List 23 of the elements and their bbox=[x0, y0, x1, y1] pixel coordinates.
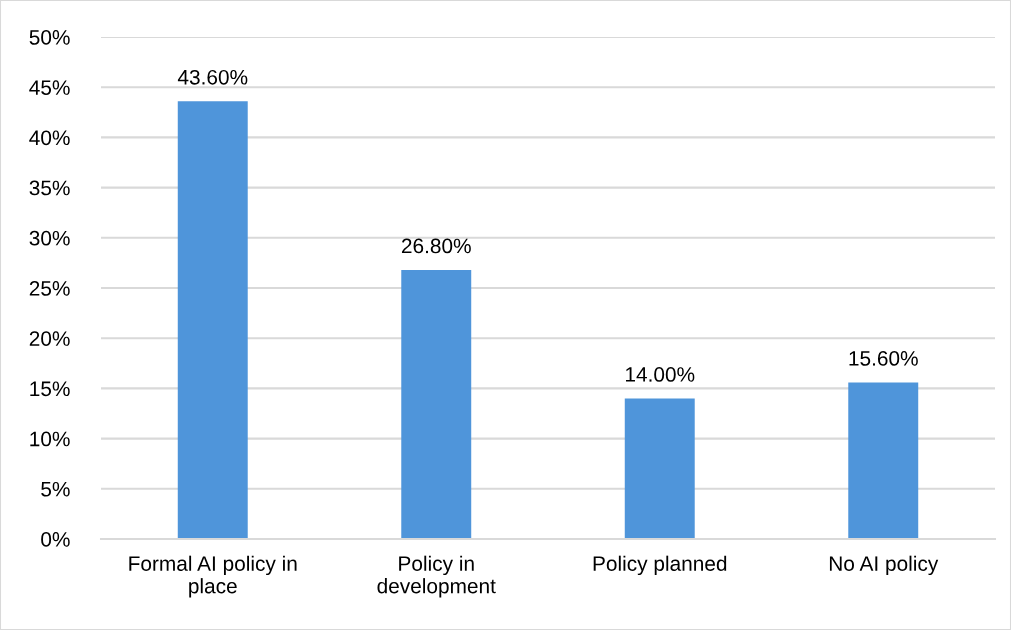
y-tick-label: 40% bbox=[29, 130, 70, 146]
bar bbox=[177, 101, 248, 539]
x-tick-label: No AI policy bbox=[829, 555, 939, 576]
bar bbox=[401, 269, 472, 539]
y-tick-label: 30% bbox=[29, 230, 70, 246]
x-tick-label: Formal AI policy in place bbox=[129, 555, 297, 598]
data-label: 43.60% bbox=[177, 69, 248, 85]
x-tick-label: Policy in development bbox=[377, 555, 496, 598]
data-label: 15.60% bbox=[849, 351, 918, 366]
y-tick-label: 20% bbox=[29, 331, 70, 346]
x-tick-label: Policy planned bbox=[593, 555, 727, 576]
bar bbox=[624, 398, 695, 539]
y-tick-label: 50% bbox=[29, 30, 70, 45]
y-tick-label: 25% bbox=[29, 281, 70, 296]
y-tick-label: 5% bbox=[41, 481, 70, 497]
data-label: 26.80% bbox=[401, 238, 471, 254]
y-tick-label: 15% bbox=[30, 381, 70, 397]
y-tick-label: 0% bbox=[41, 532, 70, 547]
y-tick-label: 45% bbox=[29, 80, 70, 95]
bar bbox=[848, 382, 919, 539]
y-tick-label: 10% bbox=[30, 431, 70, 447]
y-tick-label: 35% bbox=[29, 180, 70, 196]
data-label: 14.00% bbox=[626, 367, 695, 382]
